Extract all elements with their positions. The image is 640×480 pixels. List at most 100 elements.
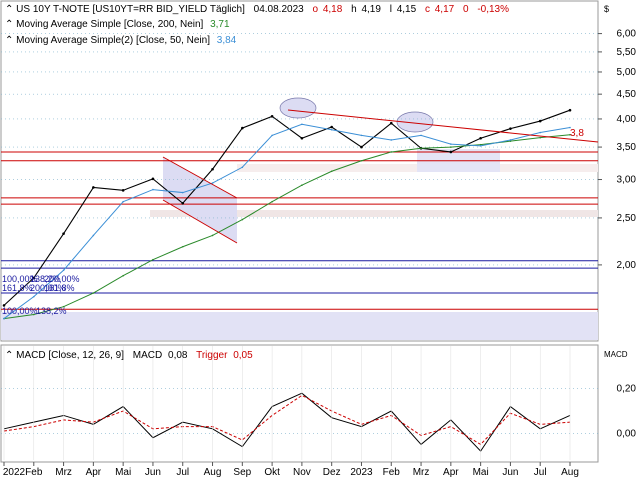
macd-toggle-icon[interactable]: ⌃ xyxy=(5,350,16,361)
ohlc-low-value: 4,15 xyxy=(397,4,417,15)
fib-label-3: 161,8% xyxy=(2,283,33,293)
fib-label-8: 200,00% xyxy=(44,274,80,284)
ma50-toggle-icon[interactable]: ⌃ xyxy=(5,35,16,46)
chart-title: ⌃ US 10Y T-NOTE [US10YT=RR BID_YIELD Täg… xyxy=(5,4,509,15)
x-tick-label: Feb xyxy=(383,467,401,478)
price-point xyxy=(211,167,214,171)
price-point xyxy=(181,201,185,205)
channel-upper-line xyxy=(162,156,238,199)
x-tick-label: Jun xyxy=(145,467,161,478)
bottom-zone-fill xyxy=(1,312,598,340)
ma50-point xyxy=(420,134,422,137)
price-point xyxy=(121,189,125,192)
ma50-point xyxy=(152,188,154,191)
trigger-value: 0,05 xyxy=(233,350,253,361)
ma50-point xyxy=(181,191,184,194)
ma50-point xyxy=(390,139,393,141)
price-point xyxy=(538,119,542,123)
fib-label-2: 138,2% xyxy=(30,274,61,284)
ma50-point xyxy=(62,269,65,272)
change-pct: -0,13% xyxy=(477,4,509,15)
ma50-point xyxy=(539,131,542,134)
price-point xyxy=(300,136,304,140)
ma50-point xyxy=(241,166,244,169)
x-tick-label: Feb xyxy=(25,467,43,478)
ohlc-close-label: c xyxy=(425,4,430,15)
top-marker-2 xyxy=(396,111,434,133)
ma50-point xyxy=(450,143,452,145)
ma50-point xyxy=(211,182,214,184)
macd-scale-label: MACD xyxy=(604,350,628,359)
macd-grid: 0,20 0,00 xyxy=(1,384,636,439)
ma50-line xyxy=(3,123,571,319)
x-tick-label: Jul xyxy=(176,467,189,478)
price-point xyxy=(389,121,393,125)
ma200-point xyxy=(360,159,363,162)
price-point xyxy=(151,177,155,181)
x-tick-label: 2023 xyxy=(350,467,373,478)
x-tick-label: Apr xyxy=(86,467,102,478)
ma50-point xyxy=(360,134,363,137)
resistance-trendline xyxy=(287,109,599,143)
ohlc-high-value: 4,19 xyxy=(361,4,381,15)
price-tick-label: 6,00 xyxy=(617,29,637,40)
fib-label-7: 161,8% xyxy=(44,283,75,293)
x-tick-label: Aug xyxy=(204,467,222,478)
price-series xyxy=(2,108,572,320)
price-point xyxy=(92,186,95,189)
price-point xyxy=(449,150,453,154)
x-tick-label: Mai xyxy=(115,467,131,478)
price-tick-label: 5,50 xyxy=(617,47,637,58)
ma200-point xyxy=(479,143,482,146)
ma200-point xyxy=(241,218,244,221)
macd-line xyxy=(3,392,571,452)
price-point xyxy=(32,276,36,280)
indicator-ma200: ⌃ Moving Average Simple [Close, 200, Nei… xyxy=(5,19,230,30)
x-axis: 2022 Feb Mrz Apr Mai Jun Jul Aug Sep Okt Nov Dez 202… xyxy=(3,346,579,478)
ma50-point xyxy=(32,295,35,298)
macd-label: MACD [Close, 12, 26, 9] xyxy=(16,350,124,361)
ma50-point xyxy=(271,134,273,137)
ma200-point xyxy=(122,274,124,277)
ohlc-open-value: 4,18 xyxy=(323,4,343,15)
price-header: ⌃ US 10Y T-NOTE [US10YT=RR BID_YIELD Täg… xyxy=(5,4,509,46)
ma200-point xyxy=(539,136,542,139)
price-point xyxy=(509,127,512,130)
ma50-point xyxy=(301,123,303,126)
ma200-point xyxy=(450,146,452,148)
macd-series xyxy=(3,392,571,452)
trigger-line xyxy=(3,394,571,446)
ma50-point xyxy=(509,139,512,141)
collapse-toggle-icon[interactable]: ⌃ xyxy=(5,4,16,15)
change-value: 0 xyxy=(463,4,469,15)
ma50-label: Moving Average Simple(2) [Close, 50, Nei… xyxy=(16,35,210,46)
x-tick-label: Apr xyxy=(443,467,459,478)
ohlc-high-label: h xyxy=(351,4,357,15)
ma50-value: 3,84 xyxy=(217,35,237,46)
price-point xyxy=(270,115,274,118)
price-tick-label: 2,50 xyxy=(617,213,637,224)
ohlc-close-value: 4,17 xyxy=(435,4,455,15)
header-date: 04.08.2023 xyxy=(254,4,304,15)
price-tick-label: 3,00 xyxy=(617,175,637,186)
macd-header: ⌃ MACD [Close, 12, 26, 9] MACD 0,08 Trig… xyxy=(5,350,253,361)
x-tick-label: 2022 xyxy=(3,467,26,478)
x-tick-label: Aug xyxy=(561,467,579,478)
price-point xyxy=(568,108,572,112)
ma200-point xyxy=(181,245,184,248)
ma200-toggle-icon[interactable]: ⌃ xyxy=(5,19,16,30)
ma200-point xyxy=(569,134,571,136)
fib-labels: 100,00% 138,2% 161,8% 200,00% 100,00% 13… xyxy=(2,274,80,316)
title-text: US 10Y T-NOTE [US10YT=RR BID_YIELD Tägli… xyxy=(16,4,245,15)
macd-panel-frame xyxy=(0,344,599,463)
price-point xyxy=(479,136,482,140)
ma200-point xyxy=(301,184,303,187)
price-point xyxy=(360,145,363,149)
price-line xyxy=(3,109,571,306)
ma200-point xyxy=(330,170,333,173)
price-point xyxy=(241,126,244,130)
x-tick-label: Sep xyxy=(233,467,251,478)
fib-label-6: 138,2% xyxy=(36,306,67,316)
price-point xyxy=(62,232,65,235)
